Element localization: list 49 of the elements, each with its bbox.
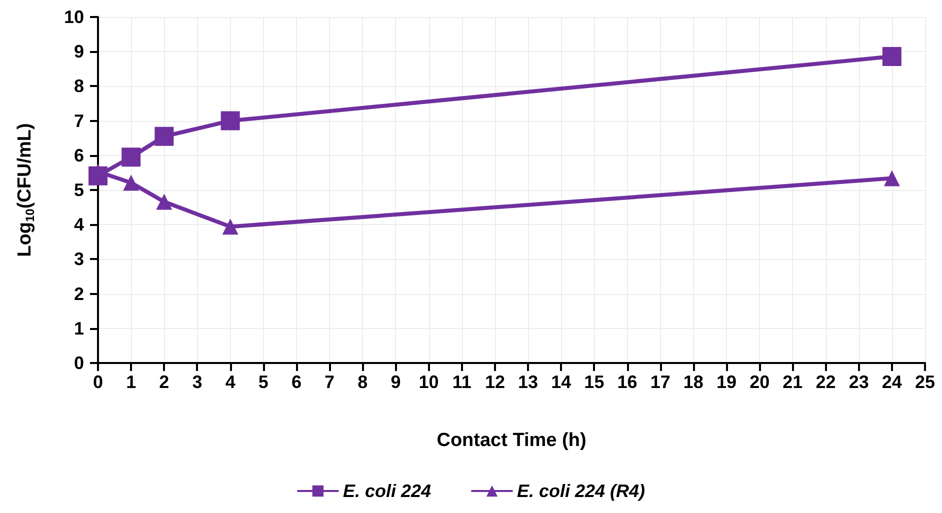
x-tick-label: 19 xyxy=(716,372,737,392)
y-tick-label: 5 xyxy=(74,180,84,200)
y-tick-label: 10 xyxy=(64,7,84,27)
point xyxy=(123,174,140,191)
y-tick-label: 6 xyxy=(74,145,84,166)
x-tick-label: 3 xyxy=(192,372,202,392)
y-tick-label: 9 xyxy=(74,42,84,62)
point xyxy=(156,194,172,210)
x-tick-label: 7 xyxy=(324,372,335,392)
legend-label: E. coli 224 xyxy=(342,481,432,501)
x-tick-label: 4 xyxy=(225,372,236,392)
x-tick-label: 14 xyxy=(551,372,572,392)
x-tick-label: 6 xyxy=(291,372,302,392)
x-tick-label: 2 xyxy=(159,372,170,392)
x-tick-label: 10 xyxy=(418,372,439,392)
x-tick-label: 25 xyxy=(914,372,936,392)
point xyxy=(220,111,240,130)
point xyxy=(154,126,174,146)
x-tick-label: 20 xyxy=(750,372,770,392)
x-tick-label: 15 xyxy=(584,372,604,392)
point xyxy=(222,218,238,235)
x-tick-label: 23 xyxy=(848,372,869,392)
x-tick-label: 9 xyxy=(390,372,401,392)
x-axis-title: Contact Time (h) xyxy=(436,430,586,451)
x-tick-label: 22 xyxy=(816,372,836,392)
x-tick-label: 1 xyxy=(126,372,136,392)
y-tick-label: 4 xyxy=(74,214,84,235)
point xyxy=(122,148,141,167)
point xyxy=(882,46,902,66)
y-tick-label: 3 xyxy=(74,249,84,270)
legend-label: E. coli 224 (R4) xyxy=(517,481,646,501)
x-tick-label: 12 xyxy=(484,372,505,392)
x-tick-label: 17 xyxy=(650,372,670,392)
x-tick-label: 11 xyxy=(452,372,472,392)
x-tick-label: 5 xyxy=(258,372,268,392)
y-tick-label: 8 xyxy=(74,76,84,96)
y-tick-label: 0 xyxy=(74,353,84,373)
y-tick-label: 7 xyxy=(74,110,84,131)
y-tick-label: 1 xyxy=(74,318,84,338)
y-axis-title: Log10(CFU/mL) xyxy=(14,123,37,257)
y-tick-label: 2 xyxy=(74,284,84,304)
x-tick-label: 8 xyxy=(358,372,368,392)
x-tick-label: 0 xyxy=(92,372,104,392)
x-tick-label: 16 xyxy=(617,372,638,392)
x-tick-label: 18 xyxy=(683,372,704,392)
x-tick-label: 13 xyxy=(518,372,538,392)
x-tick-label: 24 xyxy=(882,372,902,392)
x-tick-label: 21 xyxy=(782,372,803,392)
point xyxy=(884,170,900,186)
